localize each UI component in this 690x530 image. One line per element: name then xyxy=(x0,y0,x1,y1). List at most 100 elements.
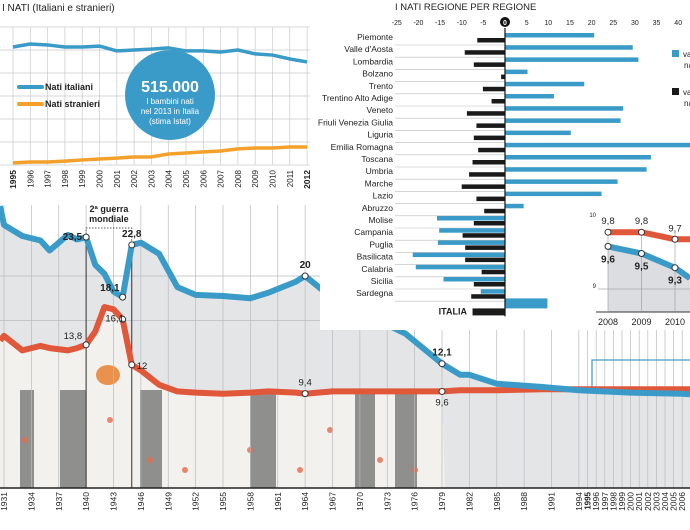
x-tick-label: 1991 xyxy=(547,492,557,511)
data-label: 9,6 xyxy=(435,397,448,408)
x-tick-label: 1937 xyxy=(54,492,64,511)
x-tick-label: 1955 xyxy=(218,492,228,511)
region-label: Piemonte xyxy=(357,32,393,42)
x-tick-label: 2000 xyxy=(626,492,636,511)
data-point-marker xyxy=(301,272,309,280)
callout-circle xyxy=(125,50,215,140)
x-tick-label: 5 xyxy=(525,20,529,27)
region-label: Umbria xyxy=(366,166,394,176)
inset-area xyxy=(608,246,690,312)
region-label: Trento xyxy=(369,81,394,91)
bar-black xyxy=(476,123,505,128)
bar-blue xyxy=(505,33,595,38)
inset-x-tick-label: 2008 xyxy=(598,317,618,327)
region-label: Abruzzo xyxy=(362,203,393,213)
x-tick-label: 2006 xyxy=(199,169,208,187)
bar-black xyxy=(481,269,505,275)
data-label: 16,1 xyxy=(105,313,124,324)
callout-text: (stima Istat) xyxy=(149,117,191,126)
photo-crib-bar xyxy=(60,390,86,488)
total-label: ITALIA xyxy=(439,306,468,316)
inset-data-point xyxy=(638,228,645,236)
x-tick-label: 1931 xyxy=(0,492,9,511)
legend-swatch xyxy=(672,50,679,57)
chart-title: I NATI (Italiani e stranieri) xyxy=(2,3,115,14)
x-tick-label: 1996 xyxy=(591,492,601,511)
bar-black xyxy=(478,147,505,153)
x-tick-label: 2003 xyxy=(147,169,156,187)
inset-y-tick-label: 10 xyxy=(589,213,596,219)
zero-marker xyxy=(500,17,510,27)
x-tick-label: 2008 xyxy=(234,169,243,187)
bar-black xyxy=(466,111,505,116)
bar-black xyxy=(473,135,505,141)
bar-blue xyxy=(505,191,602,197)
photo-print-dot xyxy=(412,467,418,473)
nati-italiani-line xyxy=(12,42,308,64)
war-period-bracket xyxy=(85,227,133,245)
photo-print-dot xyxy=(327,427,333,433)
bar-blue xyxy=(505,142,690,148)
x-tick-label: 40 xyxy=(674,20,682,27)
x-tick-label: 1996 xyxy=(26,169,35,187)
x-tick-label: 1958 xyxy=(245,492,255,511)
region-label: Calabria xyxy=(361,264,393,274)
bar-black xyxy=(501,74,505,80)
bar-blue xyxy=(505,203,524,209)
inset-data-label: 9,5 xyxy=(635,262,649,273)
x-tick-label: 2004 xyxy=(165,169,174,187)
bar-black xyxy=(471,294,505,299)
x-tick-label: 2005 xyxy=(182,169,191,187)
bar-blue xyxy=(480,289,505,294)
region-label: Basilicata xyxy=(357,252,394,262)
x-tick-label: 2005 xyxy=(669,492,679,511)
data-point-marker xyxy=(438,360,446,368)
bar-black xyxy=(473,282,505,287)
x-tick-label: 1999 xyxy=(617,492,627,511)
photo-print-dot xyxy=(182,467,188,473)
x-tick-label: 2001 xyxy=(634,492,644,511)
bar-blue xyxy=(412,252,505,258)
legend-label: Nati stranieri xyxy=(45,99,100,109)
nati-stranieri-line xyxy=(12,145,308,165)
x-tick-label: 2002 xyxy=(643,492,653,511)
x-tick-label: 2001 xyxy=(113,169,122,187)
inset-birth-rate-line xyxy=(607,243,690,281)
region-label: Friuli Venezia Giulia xyxy=(318,117,393,127)
x-tick-label: 2003 xyxy=(651,492,661,511)
bar-black xyxy=(472,160,505,165)
inset-data-label: 9,3 xyxy=(668,276,682,287)
x-tick-label: 1940 xyxy=(81,492,91,511)
region-label: Bolzano xyxy=(362,69,393,79)
x-tick-label: 1988 xyxy=(519,492,529,511)
data-label: 12,1 xyxy=(432,348,452,359)
photo-print-dot xyxy=(247,447,253,453)
x-tick-label: 1998 xyxy=(61,169,70,187)
bar-blue xyxy=(505,57,639,62)
inset-data-label: 9,7 xyxy=(668,223,681,234)
data-label: 13,8 xyxy=(64,331,83,342)
callout-text: nel 2013 in Italia xyxy=(141,107,200,116)
x-tick-label: 30 xyxy=(631,20,639,27)
photo-crib-bar xyxy=(355,390,375,488)
newborns-photo-area xyxy=(0,307,445,488)
bar-blue xyxy=(505,81,585,87)
bar-black xyxy=(491,99,505,104)
bar-blue xyxy=(415,264,505,270)
x-tick-label: 2012 xyxy=(302,170,312,189)
legend-label: Nati italiani xyxy=(45,82,93,92)
recent-years-inset-chart: 10 9 2008 2009 2010 9,8 9,8 9,7 9,6 9,5 9,3 xyxy=(589,213,690,327)
x-tick-label: 1985 xyxy=(492,492,502,511)
x-tick-label: 2009 xyxy=(251,169,260,187)
data-point-marker xyxy=(119,293,127,301)
baby-face xyxy=(96,365,120,385)
photo-print-dot xyxy=(377,457,383,463)
bar-blue xyxy=(443,277,505,282)
photo-print-dot xyxy=(297,467,303,473)
x-tick-label: 0 xyxy=(503,20,507,27)
inset-data-point xyxy=(671,235,679,243)
region-label: Valle d'Aosta xyxy=(344,44,393,54)
x-tick-label: -20 xyxy=(413,20,423,27)
photo-print-dot xyxy=(107,417,113,423)
